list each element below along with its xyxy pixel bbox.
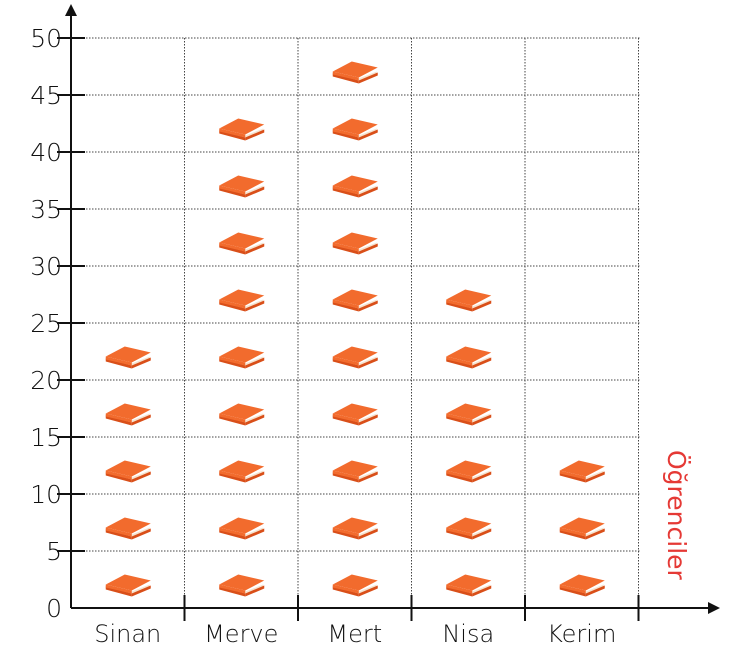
book-icon [219,232,265,255]
book-icon [332,289,378,312]
book-icon [219,289,265,312]
book-icon [105,574,151,597]
book-icon [332,175,378,198]
y-tick-label: 20 [30,366,62,395]
book-icon [219,346,265,369]
book-icon [446,517,492,540]
book-icon [332,574,378,597]
y-tick-label: 5 [46,537,62,566]
book-icon [332,118,378,141]
book-icon [332,346,378,369]
book-icon [332,517,378,540]
book-icon [219,118,265,141]
category-label-kerim: Kerim [547,620,616,648]
category-label-mert: Mert [327,620,382,648]
book-icon [559,517,605,540]
book-icon [446,289,492,312]
book-icon [446,346,492,369]
book-icon [446,403,492,426]
book-icon [446,460,492,483]
y-tick-label: 50 [30,24,62,53]
category-label-merve: Merve [204,620,278,648]
book-icon [219,517,265,540]
book-icons [105,61,605,597]
category-label-sinan: Sinan [94,620,161,648]
x-category-labels: Sinan Merve Mert Nisa Kerim [94,620,616,648]
y-tick-label: 45 [30,81,62,110]
book-icon [105,403,151,426]
y-tick-label: 0 [46,594,62,623]
book-icon [105,460,151,483]
book-icon [559,460,605,483]
y-tick-label: 15 [30,423,62,452]
book-icon [219,403,265,426]
category-label-nisa: Nisa [442,620,494,648]
book-icon [559,574,605,597]
book-icon [219,574,265,597]
book-icon [332,403,378,426]
y-tick-label: 10 [30,480,62,509]
x-axis-title: Öğrenciler [662,450,691,581]
axes [65,4,720,614]
book-icon [446,574,492,597]
y-tick-labels: 0 5 10 15 20 25 30 35 40 45 50 [30,24,85,623]
y-tick-label: 40 [30,138,62,167]
book-icon [332,460,378,483]
book-icon [332,61,378,84]
book-icon [219,460,265,483]
y-tick-label: 35 [30,195,62,224]
book-icon [332,232,378,255]
book-icon [105,346,151,369]
book-icon [105,517,151,540]
book-icon [219,175,265,198]
y-tick-label: 30 [30,252,62,281]
y-tick-label: 25 [30,309,62,338]
